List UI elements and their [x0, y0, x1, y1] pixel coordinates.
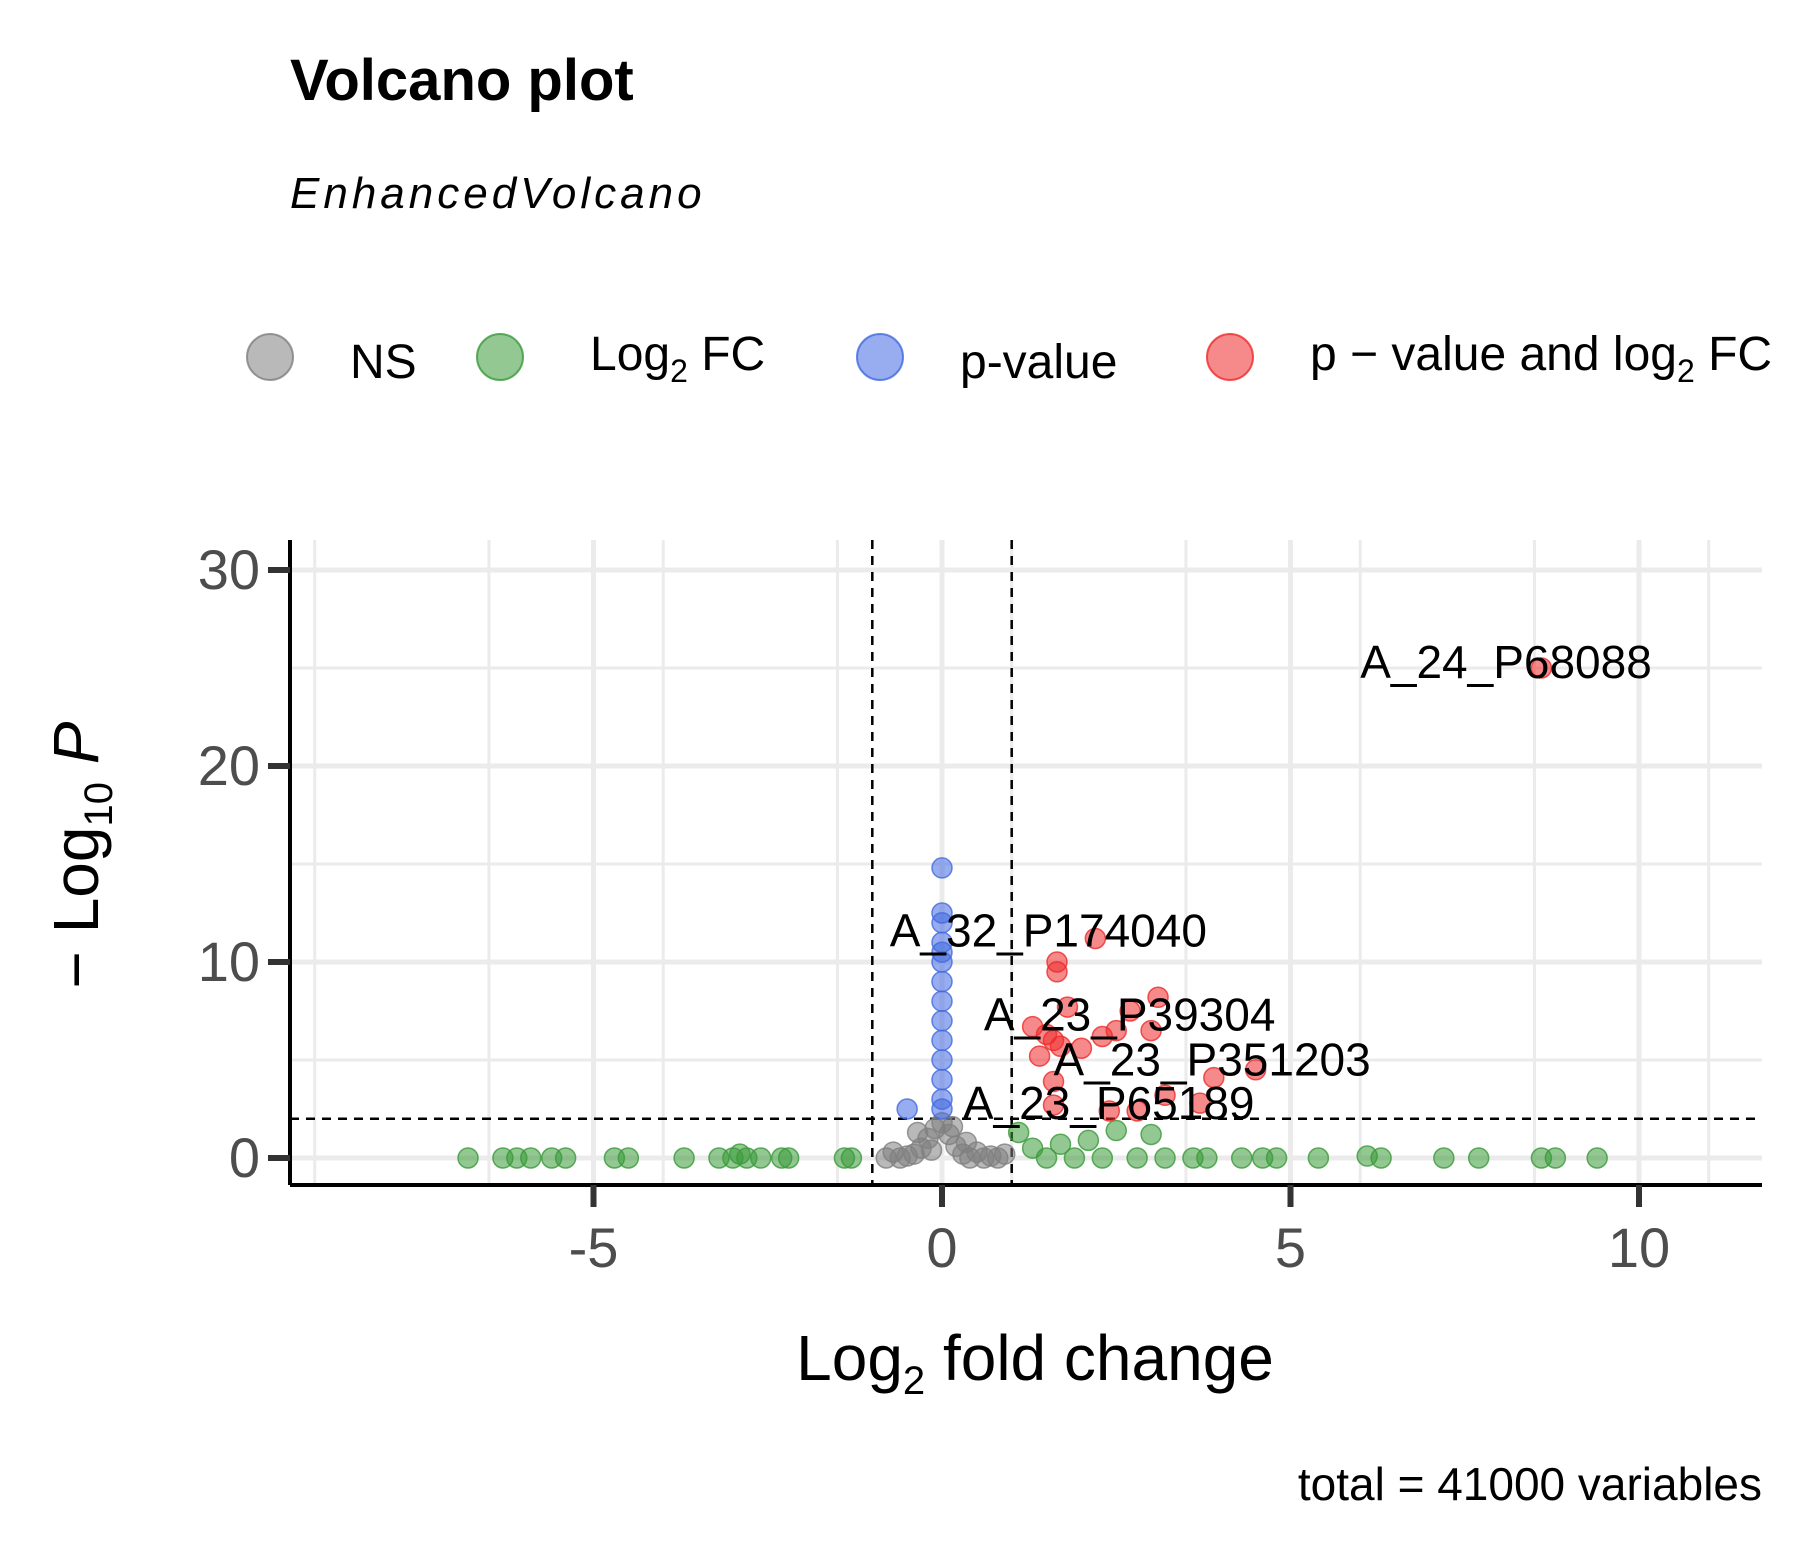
x-tick-label: 0 — [926, 1216, 957, 1279]
legend-label-1: Log2 FC — [590, 328, 765, 389]
data-point — [1265, 1147, 1288, 1169]
data-point — [1105, 1119, 1127, 1142]
data-point — [1203, 1066, 1225, 1089]
data-point — [931, 902, 953, 924]
data-point — [931, 970, 953, 993]
data-point — [1046, 961, 1068, 983]
data-point — [1119, 1000, 1141, 1022]
data-point — [931, 1029, 953, 1052]
svg-text:Log2 fold change: Log2 fold change — [796, 1322, 1274, 1403]
data-point — [457, 1147, 479, 1169]
x-tick-label: -5 — [569, 1216, 619, 1279]
data-point — [931, 1049, 953, 1071]
point-label: A_32_P174040 — [890, 904, 1207, 956]
x-tick-label: 5 — [1275, 1216, 1306, 1279]
data-point — [896, 1098, 918, 1120]
data-point — [931, 990, 953, 1012]
data-point — [520, 1147, 542, 1169]
legend-key-1 — [476, 333, 524, 381]
data-point — [1467, 1147, 1490, 1169]
data-point — [1042, 1094, 1065, 1116]
data-point — [931, 857, 953, 879]
threshold-lines — [290, 540, 1762, 1185]
data-point — [1154, 1147, 1176, 1169]
data-point — [1028, 1045, 1051, 1067]
point-label: A_24_P68088 — [1360, 636, 1652, 688]
legend-key-0 — [246, 333, 294, 381]
data-point — [931, 1088, 953, 1110]
legend-label-0: NS — [350, 336, 417, 389]
data-point — [920, 1139, 943, 1161]
data-point — [1140, 1123, 1162, 1146]
axes: -5 0 5 10 0 10 20 30 — [198, 538, 1762, 1279]
caption: total = 41000 variables — [1298, 1458, 1762, 1510]
data-point — [1056, 996, 1079, 1018]
x-tick-label: 10 — [1608, 1216, 1670, 1279]
y-tick-label: 10 — [198, 930, 260, 993]
data-point — [993, 1143, 1016, 1165]
data-point — [1035, 1147, 1058, 1169]
data-point — [673, 1147, 695, 1169]
data-point — [1077, 1129, 1100, 1152]
data-point — [617, 1147, 640, 1169]
data-point — [1230, 1147, 1253, 1169]
legend-key-3 — [1206, 333, 1254, 381]
point-labels: A_24_P68088A_32_P174040A_23_P39304A_23_P… — [890, 636, 1652, 1129]
data-point — [931, 1068, 953, 1091]
y-tick-label: 20 — [198, 734, 260, 797]
data-point — [1049, 1035, 1072, 1058]
legend-label-2: p-value — [960, 336, 1117, 389]
y-tick-label: 0 — [229, 1126, 260, 1189]
data-point — [840, 1147, 863, 1169]
data-point — [1126, 1100, 1148, 1122]
point-label: A_23_P351203 — [1054, 1034, 1371, 1086]
data-point — [941, 1115, 964, 1138]
point-label: A_23_P65189 — [963, 1077, 1255, 1129]
legend: NS Log2 FC p-value p − value and log2 FC — [246, 328, 1772, 389]
legend-key-2 — [856, 333, 904, 381]
data-point — [1140, 1019, 1162, 1042]
x-axis-title: Log2 fold change — [796, 1322, 1274, 1403]
data-point — [1586, 1147, 1608, 1169]
data-point — [931, 1010, 953, 1032]
data-point — [1530, 657, 1553, 679]
point-label: A_23_P39304 — [984, 989, 1276, 1041]
chart-title: Volcano plot — [290, 48, 634, 113]
data-point — [1084, 927, 1107, 950]
data-point — [1307, 1147, 1330, 1169]
data-point — [1063, 1147, 1086, 1169]
data-point — [1370, 1147, 1392, 1169]
data-point — [1070, 1037, 1093, 1059]
y-axis-title: − Log10 P — [40, 721, 121, 988]
data-point — [906, 1121, 929, 1144]
legend-label-3: p − value and log2 FC — [1310, 328, 1772, 389]
data-point — [750, 1147, 772, 1169]
data-point — [882, 1141, 904, 1163]
data-point — [777, 1147, 800, 1169]
data-point — [1091, 1147, 1114, 1169]
data-point — [1098, 1100, 1121, 1122]
y-tick-label: 30 — [198, 538, 260, 601]
data-point — [554, 1147, 577, 1169]
grid — [290, 540, 1762, 1185]
data-point — [1147, 986, 1169, 1009]
data-point — [1196, 1147, 1218, 1169]
data-point — [1049, 1133, 1072, 1156]
data-point — [1433, 1147, 1455, 1169]
data-points — [457, 657, 1608, 1169]
data-point — [1189, 1092, 1211, 1114]
chart-subtitle: EnhancedVolcano — [290, 169, 706, 218]
data-point — [1042, 1070, 1065, 1093]
data-point — [1126, 1147, 1148, 1169]
data-point — [1544, 1147, 1567, 1169]
data-point — [1154, 1084, 1176, 1107]
data-point — [1007, 1121, 1030, 1144]
data-point — [1244, 1059, 1267, 1081]
data-point — [1091, 1025, 1114, 1048]
svg-text:− Log10 P: − Log10 P — [40, 721, 121, 988]
data-point — [955, 1131, 978, 1154]
